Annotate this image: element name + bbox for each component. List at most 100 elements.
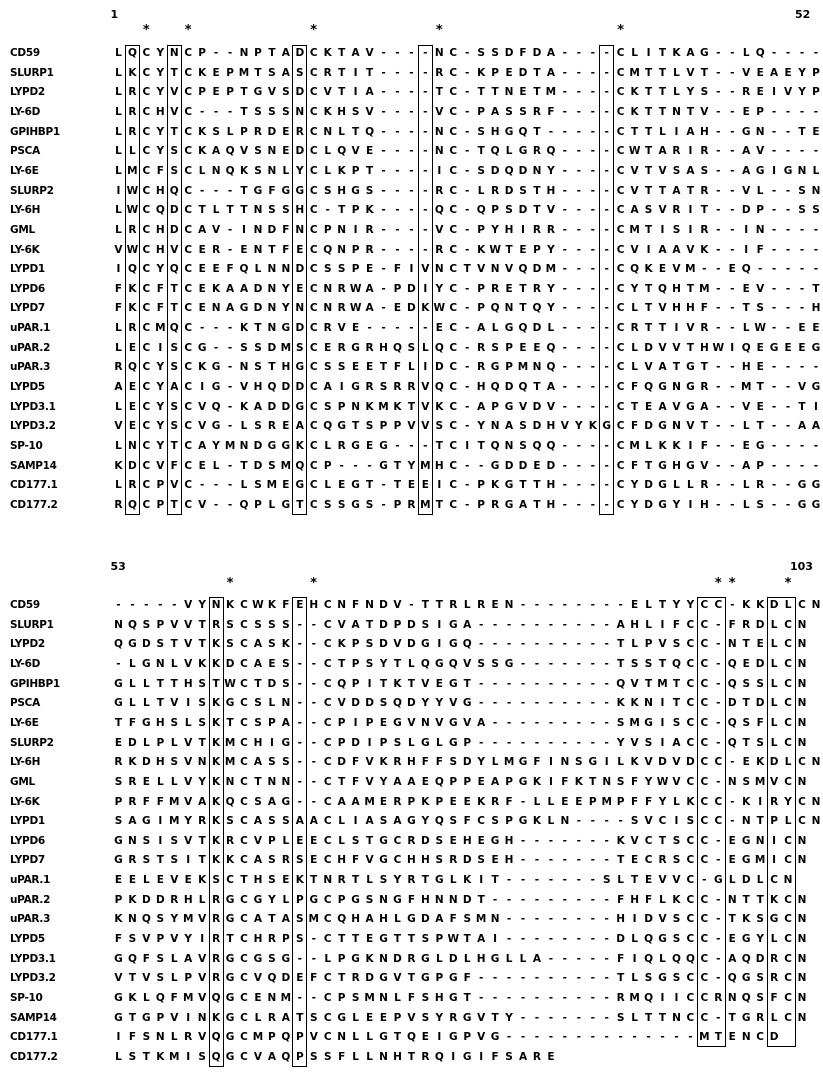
residue-cell: H — [630, 893, 639, 906]
residue-cell: S — [686, 815, 695, 828]
residue-cell: D — [379, 618, 388, 631]
residue-cell: I — [423, 282, 428, 295]
residue-cell: G — [253, 86, 263, 99]
residue-cell: Q — [155, 992, 165, 1004]
residue-cell: Y — [630, 479, 639, 492]
gap-cell: - — [297, 618, 302, 631]
residue-cell: R — [128, 125, 137, 138]
residue-cell: N — [267, 302, 277, 315]
residue-cell: S — [756, 972, 764, 985]
residue-cell: S — [505, 1050, 513, 1063]
residue-cell: R — [407, 952, 416, 965]
residue-cell: S — [365, 498, 374, 511]
gap-cell: - — [297, 638, 302, 651]
residue-cell: V — [184, 618, 193, 631]
gap-cell: - — [702, 263, 707, 276]
gap-cell: - — [227, 341, 233, 354]
residue-cell: E — [505, 66, 513, 79]
residue-cell: C — [449, 400, 458, 413]
residue-cell: T — [644, 302, 653, 315]
residue-cell: V — [170, 1011, 179, 1024]
gap-cell: - — [506, 933, 512, 946]
residue-cell: H — [546, 420, 556, 433]
residue-cell: I — [660, 697, 665, 710]
residue-cell: K — [365, 400, 374, 413]
residue-cell: V — [156, 459, 165, 472]
residue-cell: L — [198, 164, 206, 177]
residue-cell: R — [337, 302, 346, 315]
residue-cell: R — [742, 618, 751, 631]
residue-cell: S — [309, 1050, 318, 1063]
gap-cell: - — [506, 697, 512, 710]
residue-cell: L — [673, 795, 680, 808]
residue-cell: Y — [156, 263, 165, 276]
gap-cell: - — [478, 992, 484, 1004]
residue-cell: G — [811, 341, 821, 354]
residue-cell: I — [660, 736, 665, 749]
residue-cell: E — [477, 775, 485, 788]
residue-cell: V — [449, 697, 458, 710]
residue-cell: L — [408, 736, 415, 749]
residue-cell: V — [267, 86, 276, 99]
gap-cell: - — [771, 243, 777, 256]
gap-cell: - — [604, 815, 609, 828]
residue-cell: L — [156, 775, 164, 788]
residue-cell: N — [727, 992, 737, 1004]
residue-cell: N — [727, 638, 737, 651]
residue-cell: D — [281, 972, 291, 985]
gap-cell: - — [716, 322, 721, 335]
gap-cell: - — [604, 125, 609, 138]
residue-cell: V — [463, 657, 472, 670]
residue-cell: Q — [490, 302, 500, 315]
residue-cell: L — [115, 223, 122, 236]
residue-cell: P — [351, 164, 360, 177]
residue-cell: D — [253, 302, 263, 315]
residue-cell: A — [114, 381, 123, 394]
residue-cell: C — [784, 972, 792, 985]
gap-cell: - — [562, 459, 568, 472]
residue-cell: C — [784, 618, 792, 631]
residue-cell: T — [644, 164, 653, 177]
residue-cell: V — [546, 204, 555, 217]
residue-cell: R — [477, 599, 486, 611]
residue-cell: G — [741, 1011, 751, 1024]
residue-cell: Q — [169, 263, 179, 276]
residue-cell: T — [672, 697, 681, 710]
residue-cell: T — [533, 479, 541, 492]
gap-cell: - — [562, 1011, 568, 1024]
residue-cell: V — [407, 716, 416, 729]
residue-cell: C — [309, 381, 318, 394]
residue-cell: V — [658, 302, 667, 315]
residue-cell: V — [672, 341, 681, 354]
residue-cell: F — [114, 933, 123, 946]
residue-cell: C — [700, 736, 709, 749]
residue-cell: S — [226, 618, 234, 631]
gap-cell: - — [590, 618, 595, 631]
residue-cell: N — [797, 697, 807, 710]
residue-cell: Y — [156, 440, 165, 452]
residue-cell: P — [505, 361, 513, 374]
residue-cell: P — [268, 716, 276, 729]
residue-cell: T — [254, 66, 262, 79]
residue-cell: K — [225, 599, 235, 611]
gap-cell: - — [799, 47, 805, 59]
residue-cell: C — [700, 638, 709, 651]
residue-cell: C — [142, 420, 151, 433]
residue-cell: C — [309, 184, 318, 197]
residue-cell: Q — [727, 716, 737, 729]
residue-cell: I — [367, 677, 372, 690]
residue-cell: N — [365, 599, 374, 611]
residue-cell: T — [742, 638, 750, 651]
residue-cell: D — [644, 913, 653, 926]
residue-cell: E — [128, 400, 136, 413]
residue-cell: T — [379, 677, 388, 690]
residue-cell: F — [114, 302, 123, 315]
residue-cell: N — [797, 893, 807, 906]
gap-cell: - — [590, 223, 595, 236]
residue-cell: A — [477, 322, 486, 335]
residue-cell: G — [142, 815, 151, 828]
residue-cell: T — [700, 420, 708, 433]
gap-cell: - — [771, 361, 777, 374]
residue-cell: S — [268, 66, 276, 79]
residue-cell: L — [645, 440, 652, 452]
